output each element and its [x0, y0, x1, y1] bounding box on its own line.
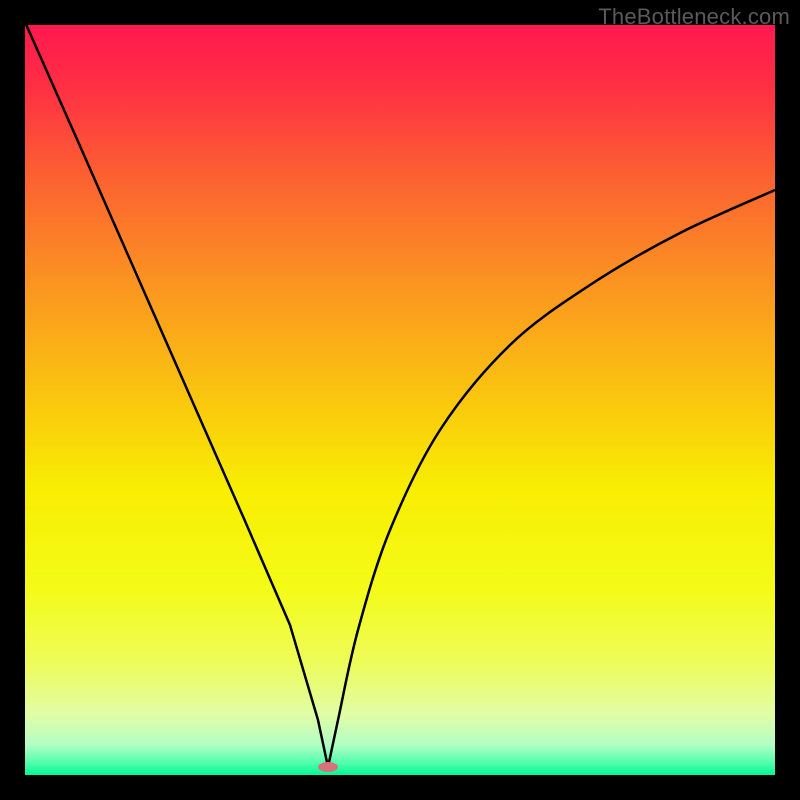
gradient-background [25, 25, 775, 775]
optimal-point-marker [318, 762, 338, 772]
chart-container: TheBottleneck.com [0, 0, 800, 800]
bottleneck-chart [0, 0, 800, 800]
watermark-text: TheBottleneck.com [598, 4, 790, 30]
